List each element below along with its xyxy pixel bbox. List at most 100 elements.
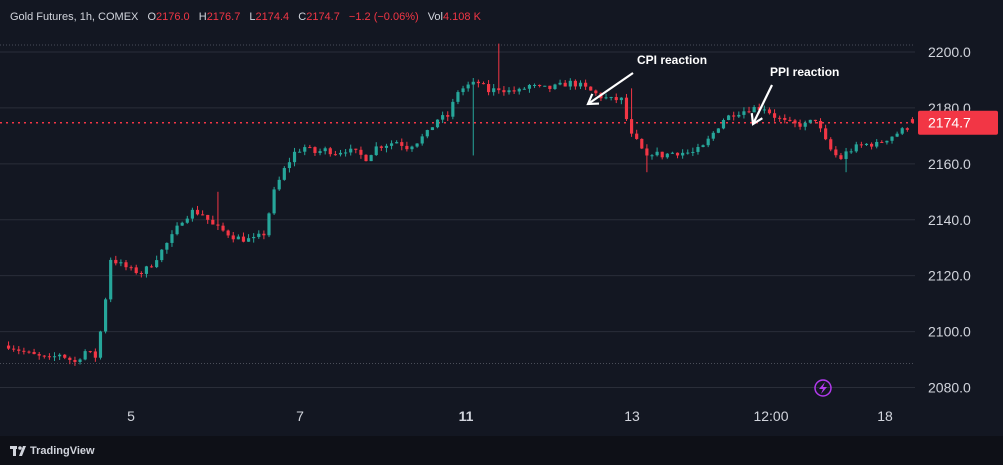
candle: [650, 154, 654, 160]
candle: [313, 146, 317, 156]
candle: [619, 97, 623, 105]
candle: [772, 109, 777, 122]
candle: [160, 249, 164, 263]
candle: [344, 149, 348, 157]
candle: [870, 142, 874, 150]
low-value: 2174.4: [255, 11, 290, 23]
candle: [492, 84, 496, 96]
candle: [349, 144, 353, 156]
candle: [829, 137, 833, 152]
candle: [527, 83, 532, 93]
candle: [109, 257, 113, 303]
candle: [864, 143, 869, 146]
candle: [563, 79, 567, 87]
candle: [262, 230, 266, 240]
candle: [808, 119, 812, 124]
candle: [119, 259, 123, 267]
candle: [354, 148, 358, 154]
time-axis[interactable]: 5 7 11 13 12:00 18: [127, 408, 893, 424]
candle: [37, 351, 41, 360]
candle: [471, 78, 475, 156]
candle: [216, 191, 220, 231]
candle: [52, 352, 57, 362]
candle: [389, 140, 394, 150]
candle: [839, 152, 843, 161]
candle: [476, 79, 480, 88]
candle: [338, 149, 343, 157]
candle: [180, 221, 184, 226]
candle: [890, 136, 894, 144]
candle: [910, 117, 915, 124]
candle: [298, 148, 302, 153]
candle: [624, 93, 629, 121]
candle: [420, 133, 424, 146]
candle: [374, 142, 378, 156]
candle: [446, 111, 450, 121]
candle: [502, 86, 506, 96]
candle: [594, 89, 598, 96]
candle: [58, 353, 62, 361]
candle: [670, 151, 675, 154]
legend-header: Gold Futures, 1h, COMEX O2176.0 H2176.7 …: [10, 8, 481, 26]
annotations: CPI reaction PPI reaction: [586, 53, 840, 126]
candle: [272, 186, 276, 215]
candle: [481, 81, 486, 85]
candle: [257, 230, 261, 239]
volume-label: Vol: [427, 11, 443, 23]
candle: [129, 265, 133, 271]
candle: [114, 255, 118, 266]
candle: [221, 222, 225, 232]
price-axis[interactable]: 2080.02100.02120.02140.02160.02180.02200…: [928, 44, 971, 396]
candle: [241, 232, 246, 243]
candle: [681, 149, 685, 159]
candle: [706, 135, 710, 148]
candle: [175, 222, 179, 236]
annotation-label: PPI reaction: [770, 65, 839, 79]
candle: [139, 271, 143, 278]
candle: [584, 79, 588, 90]
candle: [900, 126, 904, 136]
candle: [522, 86, 526, 90]
annotation[interactable]: CPI reaction: [586, 53, 707, 106]
candle: [487, 80, 491, 96]
candle: [292, 147, 297, 167]
candle: [793, 118, 797, 128]
candle: [27, 350, 31, 354]
candle: [834, 146, 838, 158]
y-tick-label: 2080.0: [928, 380, 971, 396]
candle: [711, 131, 715, 141]
candle: [844, 147, 848, 173]
candle: [190, 207, 194, 222]
candle: [165, 242, 169, 254]
candle: [405, 141, 409, 152]
x-tick-label: 18: [877, 408, 893, 424]
candle: [88, 350, 92, 354]
symbol-title[interactable]: Gold Futures, 1h, COMEX: [10, 11, 139, 23]
candle: [395, 140, 399, 144]
candle: [548, 85, 552, 93]
candle: [303, 144, 307, 156]
candle: [83, 349, 87, 361]
y-tick-label: 2120.0: [928, 268, 971, 284]
candle: [308, 144, 312, 149]
candle: [435, 119, 440, 129]
candle: [762, 105, 766, 114]
y-tick-label: 2140.0: [928, 212, 971, 228]
candle: [98, 330, 103, 360]
annotation[interactable]: PPI reaction: [750, 65, 840, 126]
candle: [63, 354, 67, 360]
candle: [22, 347, 26, 355]
x-tick-label: 5: [127, 408, 135, 424]
candle: [68, 356, 72, 365]
lightning-icon[interactable]: [814, 379, 832, 397]
candle: [78, 358, 82, 365]
candle: [144, 265, 149, 278]
candle: [880, 140, 884, 143]
candle: [629, 88, 634, 137]
brand[interactable]: TradingView: [10, 442, 95, 460]
candle: [905, 127, 909, 132]
grid-layer: [0, 51, 915, 388]
candle: [328, 146, 332, 157]
candle: [721, 118, 726, 130]
